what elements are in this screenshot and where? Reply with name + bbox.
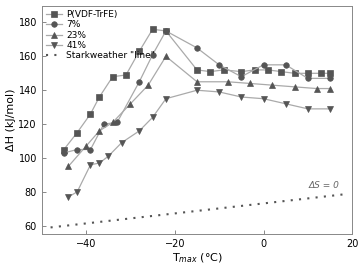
23% [314,87,319,90]
Y-axis label: ΔH (kJ/mol): ΔH (kJ/mol) [5,89,16,151]
P(VDF-TrFE) [97,95,102,99]
7% [261,63,266,66]
23% [270,83,274,87]
7% [137,80,142,83]
7% [164,29,168,33]
P(VDF-TrFE) [279,70,284,73]
41% [88,163,93,166]
23% [292,85,297,88]
Line: P(VDF-TrFE): P(VDF-TrFE) [61,27,333,152]
23% [195,80,199,83]
23% [248,82,252,85]
41% [328,107,332,111]
7% [217,63,221,66]
P(VDF-TrFE) [292,72,297,75]
23% [84,144,88,148]
P(VDF-TrFE) [266,68,270,72]
Line: 23%: 23% [66,54,333,169]
P(VDF-TrFE) [150,28,155,31]
7% [115,121,119,124]
41% [306,107,310,111]
41% [106,155,110,158]
41% [119,141,124,144]
7% [102,122,106,126]
P(VDF-TrFE) [221,68,226,72]
P(VDF-TrFE) [239,70,244,73]
7% [150,53,155,56]
Legend: P(VDF-TrFE), 7%, 23%, 41%, Starkweather "line": P(VDF-TrFE), 7%, 23%, 41%, Starkweather … [44,8,157,62]
23% [111,121,115,124]
7% [88,148,93,151]
P(VDF-TrFE) [62,148,66,151]
P(VDF-TrFE) [328,72,332,75]
41% [261,97,266,100]
41% [75,190,79,193]
23% [226,80,230,83]
23% [164,55,168,58]
7% [239,75,244,78]
7% [284,63,288,66]
Line: 7%: 7% [61,28,333,156]
41% [284,102,288,105]
Line: 41%: 41% [66,88,333,200]
23% [66,165,71,168]
23% [328,87,332,90]
P(VDF-TrFE) [124,73,128,77]
7% [75,148,79,151]
41% [239,95,244,99]
41% [164,97,168,100]
7% [306,77,310,80]
41% [97,162,102,165]
41% [217,90,221,93]
41% [137,129,142,133]
X-axis label: T$_{max}$ (°C): T$_{max}$ (°C) [171,252,222,265]
P(VDF-TrFE) [208,70,213,73]
P(VDF-TrFE) [195,68,199,72]
P(VDF-TrFE) [319,72,323,75]
P(VDF-TrFE) [164,29,168,33]
7% [195,46,199,50]
P(VDF-TrFE) [306,72,310,75]
7% [62,151,66,154]
7% [328,77,332,80]
23% [128,102,132,105]
P(VDF-TrFE) [75,131,79,134]
Text: ΔS = 0: ΔS = 0 [308,181,339,190]
P(VDF-TrFE) [137,50,142,53]
P(VDF-TrFE) [111,75,115,78]
P(VDF-TrFE) [253,68,257,72]
41% [66,195,71,199]
P(VDF-TrFE) [88,112,93,115]
23% [97,129,102,133]
41% [150,116,155,119]
23% [146,83,150,87]
41% [195,89,199,92]
